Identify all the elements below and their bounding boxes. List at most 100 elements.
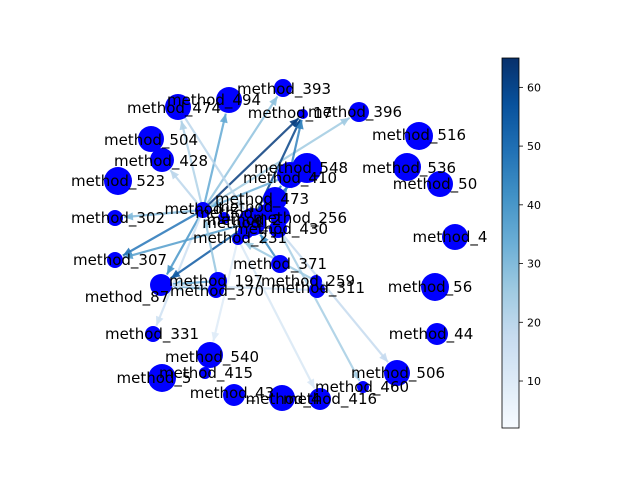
node-label-method_231: method_231: [193, 229, 287, 248]
nodes-layer: [104, 79, 468, 411]
node-method_540: [197, 342, 223, 368]
node-label-method_516: method_516: [372, 126, 466, 145]
edge-arrowhead: [156, 315, 164, 326]
node-label-method_4xb: method_44: [389, 325, 474, 344]
edge-arrowhead: [219, 113, 228, 124]
edge-method_cl1-method_396: [202, 116, 351, 211]
node-label-method_302: method_302: [71, 209, 165, 228]
node-label-method_428: method_428: [114, 152, 208, 171]
node-label-method_311: method_311: [271, 279, 365, 298]
node-method_cl3: [238, 223, 254, 239]
node-method_410: [277, 162, 303, 188]
edge-arrowhead: [123, 251, 134, 260]
node-label-method_506: method_506: [351, 364, 445, 383]
node-method_5xb: [421, 273, 449, 301]
edge-method_cl1-method_393: [202, 95, 279, 211]
node-label-method_540: method_540: [165, 348, 259, 367]
node-method_5xa: [427, 171, 453, 197]
node-label-method_430: method_430: [234, 220, 328, 239]
edge-arrowhead: [170, 170, 180, 180]
node-method_302: [107, 210, 123, 226]
edge-arrowhead: [351, 371, 360, 381]
edge-arrowhead: [235, 199, 244, 210]
edge-arrowhead: [202, 218, 211, 229]
node-method_cl1: [195, 202, 211, 218]
edge-method_197-method_cl1: [202, 218, 220, 282]
edge-method_cl1-method_17x: [202, 117, 300, 211]
edge-method_430-method_506: [277, 228, 389, 363]
node-method_17x: [298, 109, 308, 119]
edge-arrowhead: [179, 120, 188, 131]
edge-line: [277, 228, 389, 363]
edge-line: [210, 173, 291, 208]
edge-line: [237, 238, 316, 389]
edge-arrowhead: [166, 264, 175, 275]
edge-method_cl1-method_302: [123, 208, 204, 221]
node-label-method_460: method_460: [315, 378, 409, 397]
colorbar-tick-label: 50: [527, 140, 541, 153]
node-method_4xc: [269, 385, 295, 411]
node-method_371: [271, 255, 289, 273]
node-label-method_371: method_371: [233, 255, 327, 274]
edge-method_231-method_540: [211, 238, 240, 342]
node-label-method_cl4: method_: [215, 198, 281, 217]
colorbar-gradient: [501, 57, 520, 429]
node-label-method_259: method_259: [261, 272, 355, 291]
colorbar: 10 20 30 40 50 60: [501, 57, 541, 429]
node-method_5xc: [148, 364, 176, 392]
node-method_523: [104, 167, 132, 195]
edge-method_474-method_cl2: [177, 106, 245, 210]
edge-method_430-method_460: [277, 228, 361, 382]
edge-line: [172, 284, 318, 292]
edge-method_410-method_cl1: [210, 173, 291, 208]
edge-line: [180, 120, 205, 211]
node-label-method_536: method_536: [362, 159, 456, 178]
node-label-method_5xa: method_50: [393, 175, 478, 194]
node-label-method_370: method_370: [170, 282, 264, 301]
node-method_393: [274, 79, 292, 97]
edge-arrowhead: [289, 118, 299, 128]
node-method_504: [138, 126, 164, 152]
node-label-method_474: method_474: [127, 99, 221, 118]
node-method_430: [269, 220, 287, 238]
node-label-method_197: method_197: [169, 272, 263, 291]
node-label-method_43x: method_43: [190, 384, 275, 403]
edge-line: [177, 106, 245, 210]
edge-method_cl1-method_331: [155, 209, 205, 327]
node-label-method_393: method_393: [237, 80, 331, 99]
node-label-method_523: method_523: [71, 172, 165, 191]
edge-line: [155, 209, 205, 327]
node-method_311: [309, 282, 325, 298]
edge-arrowhead: [123, 212, 134, 221]
node-label-method_415: method_415: [159, 364, 253, 383]
node-method_396: [349, 102, 369, 122]
edge-method_231-method_416: [237, 238, 316, 389]
edge-line: [251, 118, 302, 223]
edge-arrowhead: [295, 119, 304, 130]
node-label-method_87: method_87: [85, 288, 170, 307]
node-label-method_410: method_410: [243, 169, 337, 188]
edge-arrowhead: [211, 199, 222, 207]
node-label-method_548: method_548: [254, 159, 348, 178]
node-label-method_cl1: method_2: [165, 200, 240, 219]
edge-arrowhead: [379, 352, 389, 363]
edge-line: [122, 209, 204, 257]
edge-arrowhead: [211, 331, 220, 342]
node-label-method_5xb: method_56: [388, 278, 473, 297]
edge-line: [203, 218, 220, 282]
edge-method_cl1-method_428: [169, 169, 204, 211]
node-label-method_396: method_396: [308, 103, 402, 122]
node-label-method_473: method_473: [215, 190, 309, 209]
node-method_415: [199, 367, 211, 379]
edge-line: [202, 117, 300, 211]
edge-method_cl2-method_307: [123, 220, 253, 260]
node-method_307: [107, 252, 123, 268]
edge-arrowhead: [260, 234, 269, 245]
edge-line: [277, 228, 361, 382]
node-method_4xb: [426, 323, 448, 345]
edge-arrowhead: [172, 281, 183, 290]
node-method_cl5: [218, 212, 230, 224]
node-label-method_5xc: method_5: [117, 369, 192, 388]
